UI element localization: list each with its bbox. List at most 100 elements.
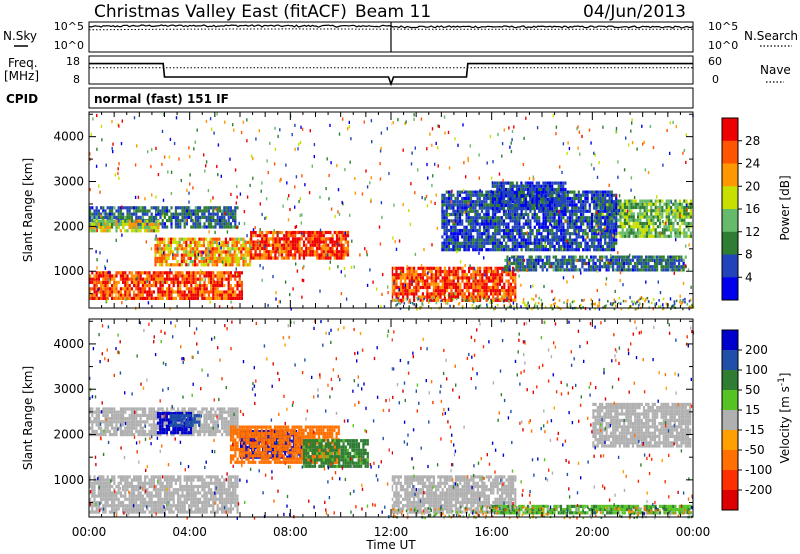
data-cell — [669, 151, 671, 155]
data-cell — [227, 206, 230, 210]
data-cell — [507, 191, 510, 195]
data-cell — [406, 289, 409, 293]
data-cell — [170, 296, 173, 300]
data-cell — [465, 175, 467, 179]
data-cell — [192, 186, 194, 190]
data-cell — [621, 205, 624, 210]
data-cell — [256, 243, 259, 247]
data-cell — [159, 209, 162, 213]
data-cell — [139, 293, 142, 297]
data-cell — [531, 187, 534, 192]
data-cell — [628, 228, 631, 232]
data-cell — [95, 274, 98, 278]
data-cell — [548, 265, 551, 269]
data-cell — [498, 292, 501, 296]
data-cell — [598, 261, 602, 266]
data-cell — [428, 285, 431, 290]
data-cell — [454, 282, 457, 286]
data-cell — [476, 292, 479, 296]
data-cell — [165, 260, 168, 264]
data-cell — [650, 202, 653, 206]
data-cell — [287, 243, 290, 247]
data-cell — [258, 240, 262, 244]
data-cell — [606, 228, 609, 233]
data-cell — [421, 295, 424, 299]
data-cell — [402, 285, 405, 290]
data-cell — [667, 215, 670, 219]
data-cell — [634, 255, 637, 259]
data-cell — [485, 292, 488, 296]
data-cell — [478, 248, 481, 252]
data-cell — [221, 212, 224, 216]
data-cell — [150, 215, 153, 219]
data-cell — [269, 237, 273, 241]
data-cell — [511, 197, 514, 201]
data-cell — [161, 287, 164, 291]
data-cell — [667, 265, 670, 269]
data-cell — [404, 283, 406, 287]
data-cell — [231, 253, 234, 257]
data-cell — [654, 231, 657, 235]
data-cell — [551, 203, 554, 208]
data-cell — [524, 238, 528, 242]
data-cell — [200, 253, 203, 257]
data-cell — [196, 244, 199, 248]
data-cell — [342, 117, 344, 121]
data-cell — [111, 290, 114, 294]
data-cell — [599, 196, 602, 201]
data-cell — [588, 219, 591, 223]
data-cell — [610, 209, 613, 213]
data-cell — [188, 271, 191, 275]
data-cell — [588, 128, 591, 132]
data-cell — [431, 296, 434, 300]
data-cell — [560, 235, 563, 239]
data-cell — [500, 222, 503, 226]
data-cell — [568, 238, 572, 242]
data-cell — [516, 232, 519, 236]
data-cell — [234, 271, 237, 275]
data-cell — [483, 212, 486, 217]
data-cell — [568, 268, 571, 272]
data-cell — [601, 232, 605, 236]
data-cell — [667, 199, 670, 203]
data-cell — [174, 296, 177, 300]
data-cell — [190, 293, 193, 297]
data-cell — [145, 240, 147, 244]
data-cell — [185, 293, 188, 297]
data-cell — [443, 248, 446, 252]
data-cell — [643, 215, 646, 219]
data-cell — [276, 234, 279, 238]
data-cell — [322, 234, 325, 238]
data-cell — [261, 253, 264, 257]
data-cell — [608, 196, 611, 201]
data-cell — [621, 231, 624, 235]
data-cell — [538, 219, 541, 223]
data-cell — [617, 212, 620, 216]
data-cell — [252, 246, 255, 251]
data-cell — [256, 256, 259, 260]
data-cell — [519, 258, 522, 262]
data-cell — [216, 112, 218, 116]
data-cell — [169, 244, 172, 248]
data-cell — [579, 255, 582, 259]
data-cell — [163, 253, 166, 257]
data-cell — [474, 206, 477, 210]
data-cell — [244, 253, 247, 257]
data-cell — [203, 280, 206, 284]
data-cell — [630, 231, 633, 235]
data-cell — [197, 253, 199, 257]
data-cell — [630, 188, 632, 192]
data-cell — [329, 260, 331, 264]
data-cell — [235, 267, 237, 271]
data-cell — [468, 266, 471, 270]
data-cell — [370, 176, 372, 180]
data-cell — [441, 212, 444, 217]
data-cell — [599, 206, 602, 210]
data-cell — [582, 238, 585, 242]
data-cell — [610, 202, 613, 206]
data-cell — [218, 293, 221, 297]
data-cell — [625, 261, 628, 266]
data-cell — [218, 290, 221, 294]
data-cell — [502, 187, 505, 192]
data-cell — [568, 261, 571, 266]
